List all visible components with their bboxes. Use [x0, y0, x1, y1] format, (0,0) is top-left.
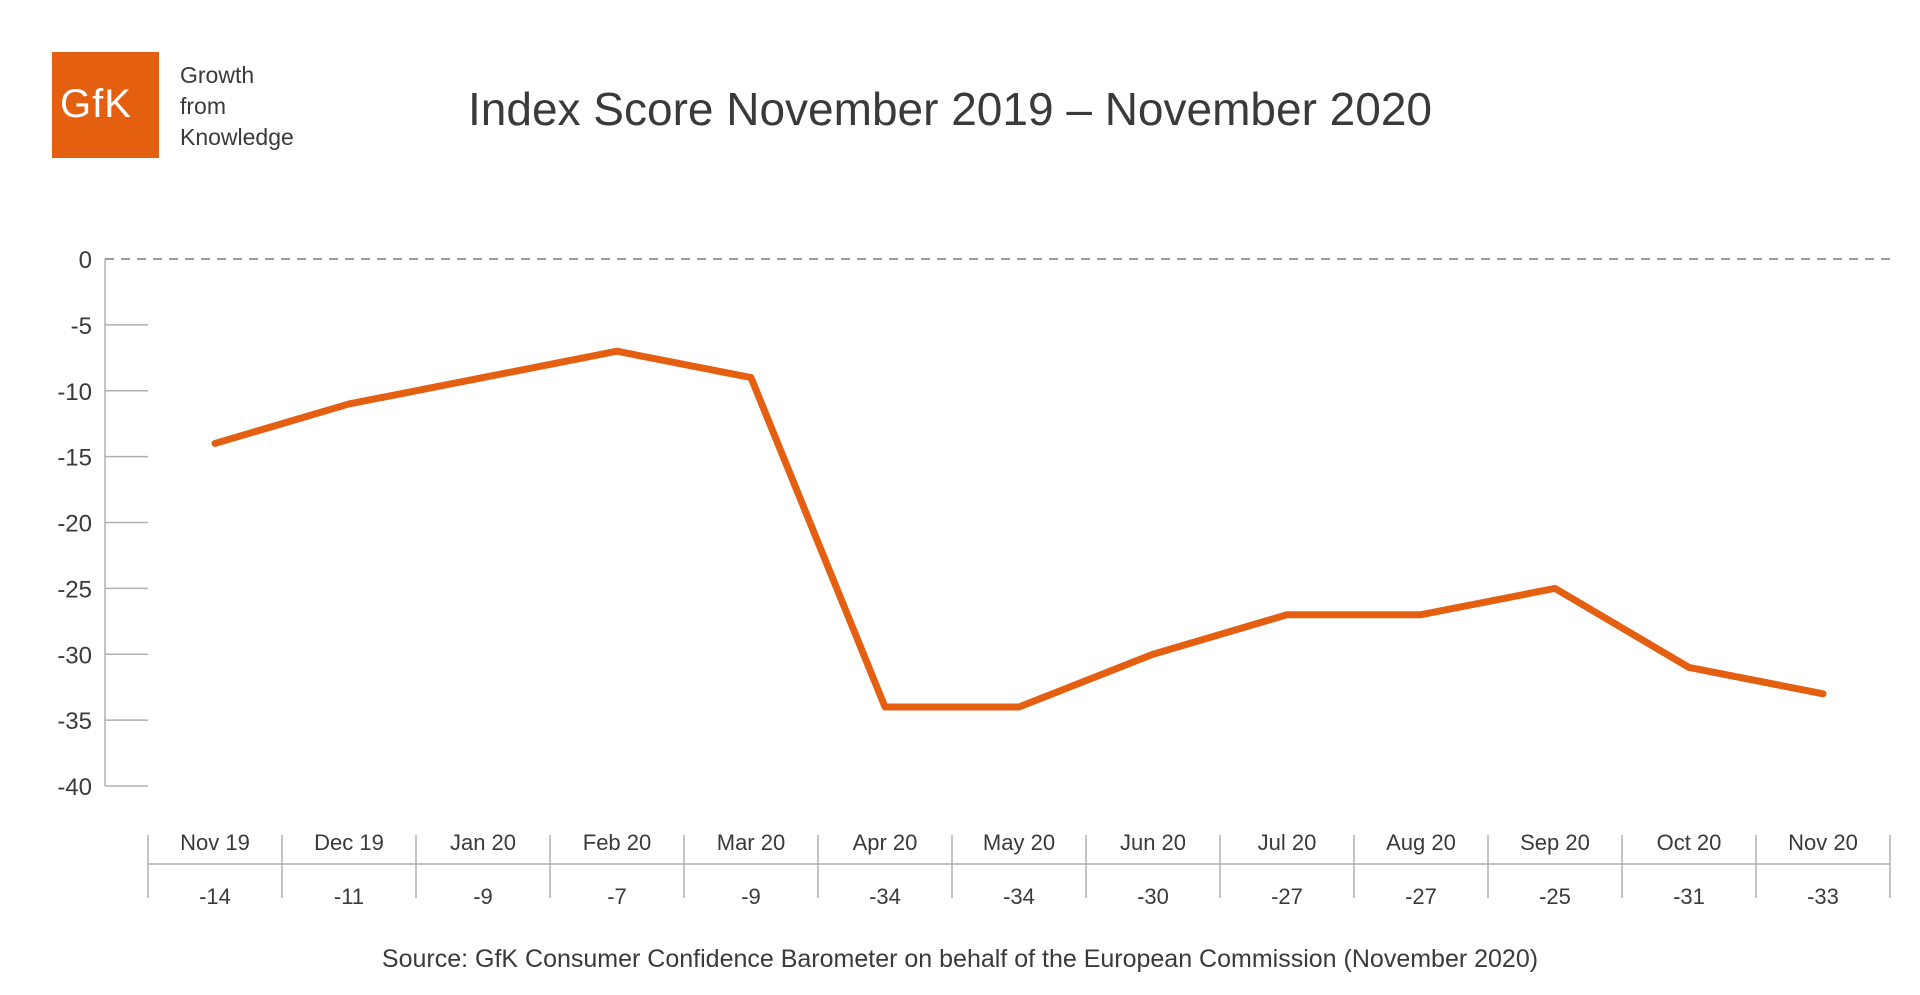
- logo-tagline: Growth from Knowledge: [180, 60, 294, 153]
- series-line: [211, 347, 1827, 711]
- table-value-label: -30: [1137, 884, 1169, 909]
- table-value-label: -9: [473, 884, 493, 909]
- table-value-label: -34: [1003, 884, 1035, 909]
- x-category-label: Jun 20: [1120, 830, 1186, 855]
- x-category-label: Sep 20: [1520, 830, 1590, 855]
- source-note: Source: GfK Consumer Confidence Baromete…: [381, 945, 1539, 973]
- x-category-label: May 20: [983, 830, 1055, 855]
- y-tick-label: -20: [57, 511, 92, 538]
- table-value-label: -34: [869, 884, 901, 909]
- x-category-label: Feb 20: [583, 830, 652, 855]
- y-tick-label: -35: [57, 708, 92, 735]
- x-category-label: Nov 19: [180, 830, 250, 855]
- y-tick-label: -10: [57, 379, 92, 406]
- y-tick-label: -5: [71, 313, 92, 340]
- table-value-label: -9: [741, 884, 761, 909]
- gfk-logo: [52, 52, 159, 158]
- table-value-label: -27: [1405, 884, 1437, 909]
- table-value-label: -11: [334, 884, 364, 909]
- table-value-label: -25: [1539, 884, 1571, 909]
- y-tick-label: 0: [79, 247, 92, 274]
- y-tick-label: -30: [57, 642, 92, 669]
- table-value-label: -7: [607, 884, 627, 909]
- tagline-line-3: Knowledge: [180, 124, 294, 150]
- tagline-line-2: from: [180, 93, 226, 119]
- x-category-label: Dec 19: [314, 830, 384, 855]
- table-value-label: -14: [199, 884, 231, 909]
- gfk-logo-text: GfK: [60, 82, 132, 126]
- table-value-label: -27: [1271, 884, 1303, 909]
- y-tick-label: -15: [57, 445, 92, 472]
- chart-title: Index Score November 2019 – November 202…: [468, 83, 1433, 135]
- x-category-label: Aug 20: [1386, 830, 1456, 855]
- y-tick-label: -40: [57, 774, 92, 801]
- x-category-label: Apr 20: [853, 830, 918, 855]
- x-category-label: Jul 20: [1258, 830, 1317, 855]
- x-category-label: Mar 20: [717, 830, 785, 855]
- table-value-label: -33: [1807, 884, 1839, 909]
- y-tick-label: -25: [57, 576, 92, 603]
- tagline-line-1: Growth: [180, 62, 255, 88]
- table-value-label: -31: [1673, 884, 1705, 909]
- x-category-label: Jan 20: [450, 830, 516, 855]
- x-category-label: Nov 20: [1788, 830, 1858, 855]
- x-category-label: Oct 20: [1657, 830, 1722, 855]
